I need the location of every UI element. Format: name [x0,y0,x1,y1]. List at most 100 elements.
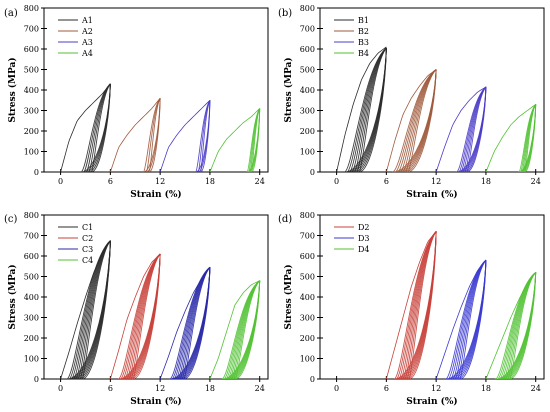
legend-label-B3: B3 [358,38,369,47]
x-tick-label: 6 [384,384,389,393]
y-tick-label: 800 [300,211,315,220]
chart-panel-2: 0 100 200 300 400 500 600 700 800 0 6 12 18 24 Strain … [4,211,269,407]
y-axis-label: Stress (MPa) [7,264,18,329]
panel-label: (a) [4,8,18,19]
y-tick-label: 100 [24,355,39,364]
legend-label-A4: A4 [81,49,93,58]
y-tick-label: 100 [300,148,315,157]
loading-curve-C2 [109,253,161,379]
series-C4 [209,280,261,379]
x-tick-label: 6 [108,177,113,186]
curves [385,231,537,379]
y-tick-label: 400 [24,293,39,302]
curves [60,240,261,379]
loading-curve-C4 [209,280,260,379]
x-tick-label: 24 [531,384,541,393]
y-tick-label: 600 [300,252,315,261]
y-tick-label: 0 [34,375,39,384]
x-tick-label: 0 [58,177,63,186]
hysteresis-loop-B2 [394,69,437,172]
loading-curve-B2 [385,69,437,172]
hysteresis-loop-C3 [183,266,211,379]
y-tick-label: 600 [24,45,39,54]
x-tick-label: 24 [531,177,541,186]
hysteresis-loop-A3 [200,100,211,172]
hysteresis-loop-D3 [452,259,487,379]
panel-label: (c) [4,214,18,225]
loading-curve-D2 [385,231,437,379]
hysteresis-loop-B2 [402,69,437,172]
series-D4 [485,272,537,379]
y-tick-label: 0 [310,375,315,384]
series-A3 [159,99,211,172]
x-tick-label: 0 [58,384,63,393]
hysteresis-loop-D2 [408,231,437,379]
series-B2 [385,69,437,172]
hysteresis-loop-D3 [447,259,487,379]
x-tick-label: 24 [255,384,265,393]
series-A2 [109,97,161,172]
x-tick-label: 12 [431,177,441,186]
hysteresis-loop-A1 [90,83,111,172]
x-axis-label: Strain (%) [406,189,457,200]
loading-curve-A1 [60,83,111,172]
y-tick-label: 0 [34,168,39,177]
x-tick-label: 6 [384,177,389,186]
legend-label-B4: B4 [358,49,369,58]
hysteresis-loop-C2 [132,253,161,379]
series-C1 [60,240,111,379]
hysteresis-loop-C1 [81,240,111,379]
y-tick-label: 700 [300,25,315,34]
y-tick-label: 400 [24,86,39,95]
legend-label-A1: A1 [81,16,93,25]
hysteresis-loop-B1 [351,47,387,172]
hysteresis-loop-B1 [353,47,387,172]
series-B1 [336,46,387,172]
y-axis-label: Stress (MPa) [283,264,294,329]
legend-label-A3: A3 [81,38,93,47]
legend-label-C1: C1 [82,223,93,232]
x-tick-label: 12 [155,177,165,186]
y-tick-label: 800 [24,211,39,220]
series-A4 [209,108,261,172]
x-tick-label: 18 [481,384,491,393]
x-tick-label: 18 [481,177,491,186]
y-tick-label: 100 [300,355,315,364]
legend: C1 C2 C3 C4 [58,223,93,265]
chart-panel-0: 0 100 200 300 400 500 600 700 800 0 6 12 18 24 Strain … [4,4,269,200]
y-tick-label: 400 [300,86,315,95]
legend-label-D3: D3 [358,234,370,243]
hysteresis-loop-B2 [392,69,437,172]
x-tick-label: 12 [155,384,165,393]
y-tick-label: 600 [300,45,315,54]
hysteresis-loop-B2 [397,69,437,172]
y-tick-label: 500 [300,273,315,282]
y-tick-label: 600 [24,252,39,261]
y-tick-label: 800 [300,4,315,13]
y-tick-label: 700 [24,232,39,241]
x-tick-label: 0 [334,384,339,393]
y-tick-label: 200 [24,334,39,343]
legend-label-C3: C3 [82,245,93,254]
hysteresis-loop-D3 [459,259,487,379]
y-tick-label: 300 [300,314,315,323]
x-tick-label: 12 [431,384,441,393]
hysteresis-loop-C4 [234,280,261,379]
loading-curve-A4 [209,108,260,172]
series-D3 [435,259,487,379]
y-tick-label: 500 [24,273,39,282]
curves [60,83,261,172]
hysteresis-loop-D3 [457,259,487,379]
series-B3 [435,86,487,172]
x-axis-label: Strain (%) [406,396,457,407]
loading-curve-A2 [109,97,161,172]
y-tick-label: 100 [24,148,39,157]
x-tick-label: 24 [255,177,265,186]
hysteresis-loop-B2 [404,69,437,172]
hysteresis-loop-A4 [251,108,261,172]
hysteresis-loop-D3 [445,259,487,379]
y-tick-label: 200 [24,127,39,136]
series-C2 [109,253,161,379]
y-tick-label: 800 [24,4,39,13]
